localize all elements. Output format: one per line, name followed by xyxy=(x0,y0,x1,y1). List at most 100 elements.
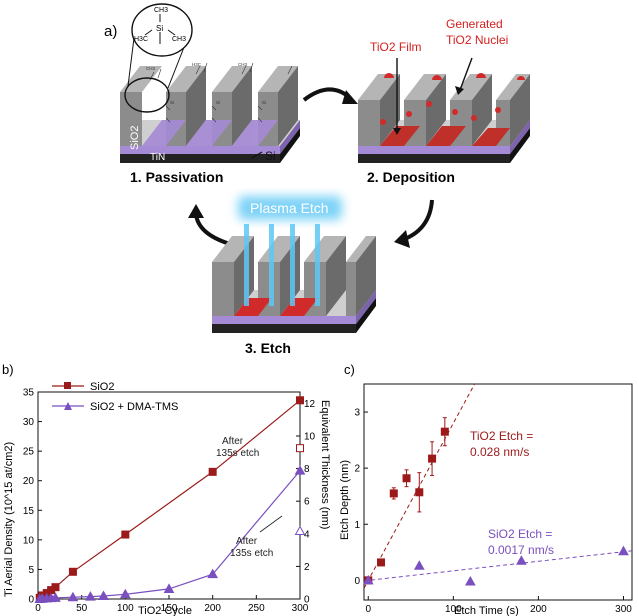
chart-b-xtick-label: 150 xyxy=(161,603,178,614)
chart-b-y2tick-label: 6 xyxy=(304,497,310,508)
chart-b-xtick-label: 0 xyxy=(35,603,41,614)
chart-b-point xyxy=(68,567,77,576)
step-passivation-label: 1. Passivation xyxy=(130,169,223,185)
svg-text:Si: Si xyxy=(262,100,266,105)
annot-sio2-after-line1: After xyxy=(222,436,244,447)
chart-b-point xyxy=(163,583,175,593)
molecule-si: Si xyxy=(156,24,163,33)
chart-c-point xyxy=(618,545,629,556)
chart-c-point xyxy=(440,427,449,436)
deposition-device xyxy=(358,57,530,163)
annot-dma-after-line2: 135s etch xyxy=(230,548,273,559)
chart-b-y2tick-label: 8 xyxy=(304,464,310,475)
annot-sio2-after-line2: 135s etch xyxy=(216,448,259,459)
chart-b-point xyxy=(294,465,306,475)
chart-b-ytick-label: 35 xyxy=(23,388,35,399)
arrow-etch-to-passivation xyxy=(194,213,231,246)
tio2-film-label: TiO2 Film xyxy=(370,40,422,54)
plasma-etch-label: Plasma Etch xyxy=(250,200,329,216)
etch-device xyxy=(212,196,376,333)
chart-c-ytick-label: 0 xyxy=(354,576,360,587)
chart-c-point xyxy=(415,488,424,497)
chart-b-point xyxy=(208,467,217,476)
chart-b-point xyxy=(119,588,131,599)
chart-b-xlabel: TiO2 Cycle xyxy=(138,605,192,616)
svg-text:CH3: CH3 xyxy=(238,62,247,67)
chart-b-y2tick-label: 2 xyxy=(304,562,310,573)
chart-b-y2label: Equivalent Thickness (nm) xyxy=(319,400,330,529)
chart-b-series-line xyxy=(39,399,301,599)
chart-c-xlabel: Etch Time (s) xyxy=(454,605,519,616)
chart-c-xtick-label: 200 xyxy=(530,604,547,615)
chart-c-fit-line xyxy=(363,383,476,589)
chart-b-point xyxy=(121,530,130,539)
chart-b-series-line xyxy=(39,470,301,600)
chart-c-fit-line xyxy=(363,550,633,582)
chart-c-ytick-label: 1 xyxy=(354,520,360,531)
svg-text:Si: Si xyxy=(216,100,220,105)
nuclei-label-line2: TiO2 Nuclei xyxy=(446,33,508,47)
chart-b-point xyxy=(50,592,61,602)
chart-b-ytick-label: 0 xyxy=(28,595,34,606)
legend-sio2: SiO2 xyxy=(90,381,114,393)
chart-b-ytick-label: 20 xyxy=(23,476,35,487)
si-label: Si xyxy=(265,149,276,163)
chart-b: b) 0 50 100 150 200 250 3000510152025303502468… xyxy=(2,362,330,616)
arrow-passivation-to-deposition xyxy=(302,87,352,102)
chart-b-xtick-label: 100 xyxy=(117,603,134,614)
chart-b-point xyxy=(207,568,219,579)
panel-a-letter: a) xyxy=(104,23,117,40)
annot-sio2-etch-line1: SiO2 Etch = xyxy=(488,527,552,541)
annot-tio2-etch-line1: TiO2 Etch = xyxy=(470,429,533,443)
annot-sio2-etch-line2: 0.0017 nm/s xyxy=(488,543,554,557)
chart-b-xtick-label: 250 xyxy=(248,603,265,614)
chart-c-plot-frame xyxy=(363,383,633,601)
chart-b-xtick-label: 200 xyxy=(204,603,221,614)
chart-b-ytick-label: 5 xyxy=(28,565,34,576)
chart-c-xtick-label: 300 xyxy=(615,604,632,615)
tin-layer xyxy=(120,146,280,154)
molecule-ch3-right: CH3 xyxy=(172,36,186,43)
chart-c-xtick-label: 100 xyxy=(445,604,462,615)
passivation-device: CH3 H3C CH3 Si Si Si SiO2 TiN Si xyxy=(120,62,300,163)
chart-b-y2tick-label: 4 xyxy=(304,529,310,540)
chart-c-xtick-label: 0 xyxy=(365,604,371,615)
chart-b-point xyxy=(296,396,304,405)
chart-c-point xyxy=(464,575,476,586)
chart-b-xtick-label: 50 xyxy=(76,603,88,614)
svg-text:CH3: CH3 xyxy=(146,66,155,71)
step-etch-label: 3. Etch xyxy=(245,340,291,356)
legend-dma-tms: SiO2 + DMA-TMS xyxy=(90,401,178,413)
chart-c-point xyxy=(413,560,425,570)
chart-b-ylabel: Ti Aerial Density (10^15 at/cm2) xyxy=(3,442,15,597)
chart-c-ytick-label: 3 xyxy=(354,408,360,419)
chart-c-point xyxy=(377,558,386,567)
chart-b-point xyxy=(98,590,109,601)
chart-b-after-etch-point xyxy=(294,525,306,535)
chart-c-point xyxy=(516,555,527,565)
chart-c-point xyxy=(402,474,411,483)
molecule-ch3-top: CH3 xyxy=(154,7,168,14)
chart-b-point xyxy=(67,591,79,602)
chart-b-y2tick-label: 12 xyxy=(304,399,316,410)
si-substrate xyxy=(120,154,280,163)
chart-b-panel-letter: b) xyxy=(2,362,14,377)
chart-b-y2tick-label: 10 xyxy=(304,432,316,443)
tin-label: TiN xyxy=(150,152,165,163)
molecule-zoom: CH3 Si H3C CH3 xyxy=(124,3,193,113)
chart-b-point xyxy=(51,583,60,592)
chart-c: c) 0 100 200 300 0 1 2 3 TiO2 Etch = 0.028 nm/s… xyxy=(339,362,633,616)
chart-b-ytick-label: 30 xyxy=(23,417,35,428)
chart-c-panel-letter: c) xyxy=(344,362,355,377)
chart-c-ytick-label: 2 xyxy=(354,464,360,475)
sio2-label: SiO2 xyxy=(129,126,141,150)
chart-b-xtick-label: 300 xyxy=(292,603,309,614)
panel-a-schematic: a) xyxy=(104,3,530,356)
svg-text:Si: Si xyxy=(170,100,174,105)
chart-b-y2tick-label: 0 xyxy=(304,595,310,606)
chart-b-ytick-label: 10 xyxy=(23,535,35,546)
chart-c-point xyxy=(362,574,374,585)
chart-b-point xyxy=(85,591,96,601)
chart-b-legend: SiO2 SiO2 + DMA-TMS xyxy=(52,381,178,413)
chart-b-ytick-label: 25 xyxy=(23,447,35,458)
